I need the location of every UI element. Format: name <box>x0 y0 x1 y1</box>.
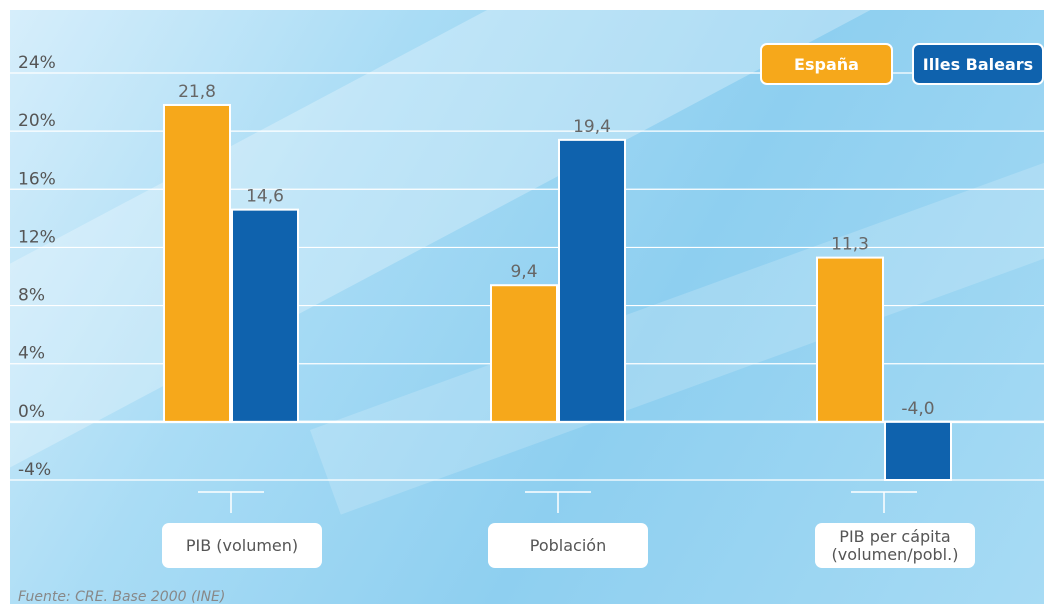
bar-espana <box>816 256 884 423</box>
data-label: -4,0 <box>901 399 934 419</box>
data-label: 21,8 <box>178 82 216 102</box>
y-tick-label: 12% <box>18 227 56 247</box>
data-label: 19,4 <box>573 117 611 137</box>
category-label-pib-volumen: PIB (volumen) <box>162 523 322 568</box>
source-note: Fuente: CRE. Base 2000 (INE) <box>18 589 226 604</box>
bar-chart: 24% 20% 16% 12% 8% 4% 0% -4% 21,8 9,4 11,3 14,6 19,4… <box>10 53 1044 513</box>
bar-espana <box>490 284 558 423</box>
bar-illes-balears <box>884 420 952 482</box>
legend-illes-balears[interactable]: Illes Balears <box>912 43 1044 85</box>
bar-illes-balears <box>558 138 626 423</box>
data-label: 14,6 <box>246 187 284 207</box>
y-tick-label: 24% <box>18 53 56 73</box>
data-label: 11,3 <box>831 235 869 255</box>
bar-espana <box>163 103 231 423</box>
y-tick-label: 20% <box>18 111 56 131</box>
y-tick-label: 8% <box>18 286 45 306</box>
legend-espana[interactable]: España <box>760 43 893 85</box>
y-tick-label: 16% <box>18 169 56 189</box>
bar-illes-balears <box>231 208 299 423</box>
category-label-pib-per-capita: PIB per cápita (volumen/pobl.) <box>815 523 975 568</box>
y-tick-label: 0% <box>18 402 45 422</box>
category-label-poblacion: Población <box>488 523 648 568</box>
data-label: 9,4 <box>510 262 537 282</box>
y-tick-label: -4% <box>18 460 51 480</box>
y-tick-label: 4% <box>18 344 45 364</box>
chart-background: 24% 20% 16% 12% 8% 4% 0% -4% 21,8 9,4 11,3 14,6 19,4… <box>10 10 1044 604</box>
